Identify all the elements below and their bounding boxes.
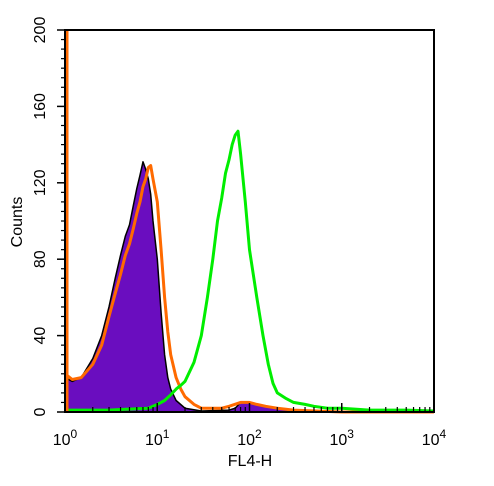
x-tick-label: 104 [422,427,447,449]
x-tick-label: 102 [237,427,262,449]
plot-area [64,30,435,414]
x-tick-label: 100 [53,427,78,449]
y-tick-label: 80 [32,250,49,268]
series-line-1 [64,164,434,414]
y-axis-title: Counts [9,197,26,248]
y-tick-label: 120 [32,169,49,196]
series-filled-histogram [64,161,435,413]
y-tick-label: 40 [32,327,49,345]
x-tick-label: 101 [145,427,170,449]
x-tick-label: 103 [330,427,355,449]
series-line-2 [65,129,435,413]
y-tick-label: 160 [32,93,49,120]
axis-ticks [57,29,435,413]
y-tick-label: 200 [32,17,49,44]
y-tick-label: 0 [32,407,49,416]
x-axis-title: FL4-H [228,453,272,470]
tick-labels: 100 101 102 103 104 0 40 80 120 160 200 [32,17,447,449]
